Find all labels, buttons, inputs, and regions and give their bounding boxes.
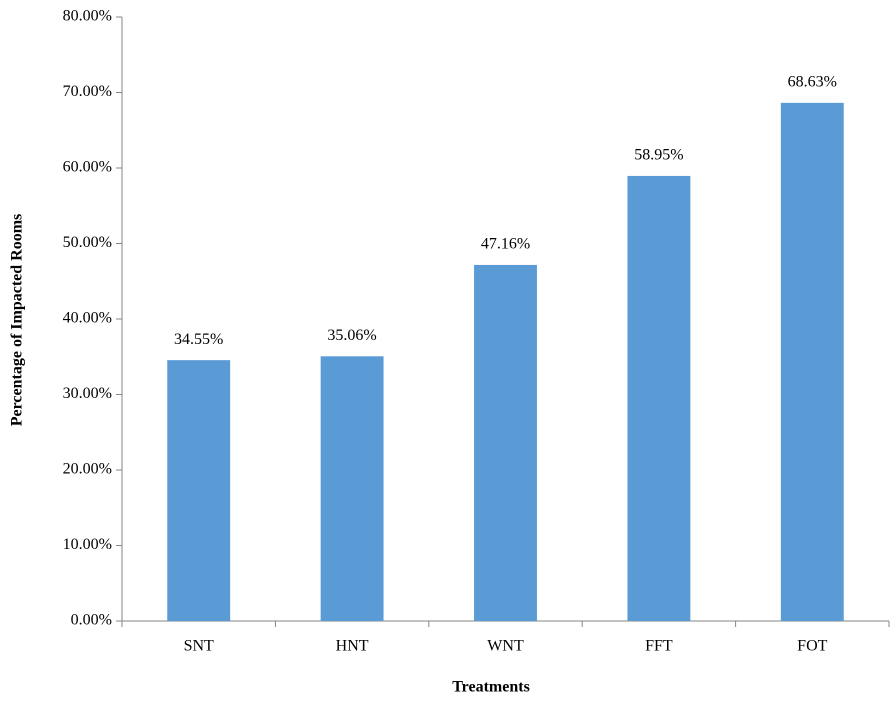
data-label: 35.06% [327,327,376,344]
bar [780,102,844,621]
x-tick-label: HNT [336,638,369,655]
x-tick-label: SNT [184,638,214,655]
x-tick-label: FOT [797,638,827,655]
y-tick-label: 60.00% [63,159,112,176]
x-axis-title: Treatments [452,679,530,696]
data-label: 34.55% [174,331,223,348]
data-label: 47.16% [481,236,530,253]
y-tick-label: 0.00% [71,612,112,629]
y-axis-title: Percentage of Impacted Rooms [9,214,26,427]
y-tick-label: 80.00% [63,8,112,25]
bar [627,175,691,622]
x-tick-label: WNT [487,638,524,655]
y-tick-label: 10.00% [63,536,112,553]
bar [474,264,537,621]
y-tick-label: 20.00% [63,461,112,478]
y-tick-label: 30.00% [63,385,112,402]
y-tick-label: 50.00% [63,234,112,251]
x-tick-label: FFT [645,638,673,655]
y-tick-label: 40.00% [63,310,112,327]
bar [167,360,231,621]
bar [320,356,384,621]
data-label: 68.63% [788,74,837,91]
y-tick-label: 70.00% [63,83,112,100]
data-label: 58.95% [634,147,683,164]
